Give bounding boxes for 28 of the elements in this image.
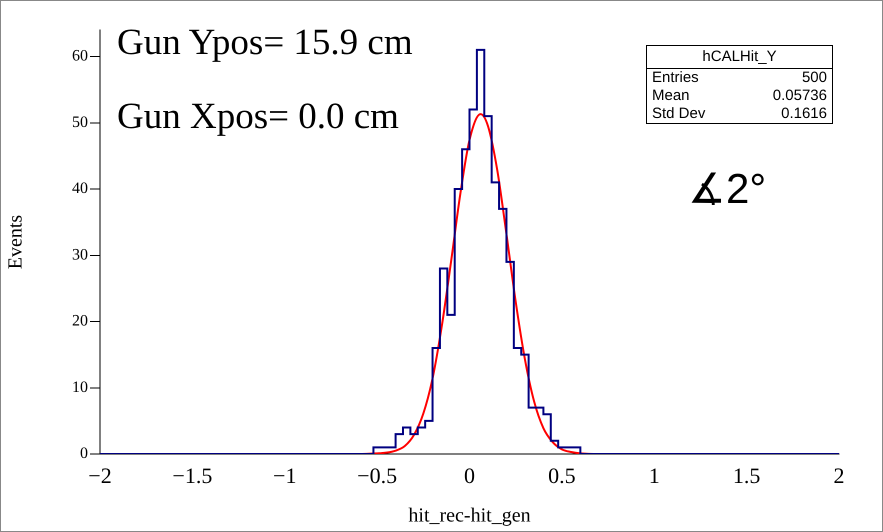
annotation: 500 [802,69,827,87]
annotation: Gun Ypos= 15.9 cm [117,22,413,63]
y-tick-label: 60 [72,48,88,65]
x-tick-label: −0.5 [357,462,398,488]
x-tick-label: −2 [88,462,112,488]
y-tick-label: 10 [72,378,88,396]
annotation: Mean [652,87,690,105]
annotation: Std Dev [652,105,706,123]
annotation: Gun Xpos= 0.0 cm [117,96,399,137]
y-tick-label: 40 [72,180,88,198]
annotation: Entries [652,69,699,87]
x-tick-label: −1 [273,462,296,488]
x-tick-label: 0.5 [548,462,576,488]
annotation: 0.1616 [781,105,827,123]
x-tick-label: −1.5 [172,462,212,488]
y-tick-label: 30 [72,246,88,264]
x-axis-title: hit_rec-hit_gen [408,504,531,526]
x-tick-label: 1 [648,462,660,488]
annotation: hCALHit_Y [647,46,832,69]
annotation: ∡2° [688,164,766,213]
y-tick-label: 50 [72,114,88,131]
x-tick-label: 1.5 [732,462,760,488]
y-tick-label: 20 [72,312,88,330]
y-axis-title: Events [4,214,26,270]
y-tick-label: 0 [80,445,88,462]
annotation: 0.05736 [772,87,827,105]
x-tick-label: 2 [834,462,844,488]
x-tick-label: 0 [464,462,475,488]
